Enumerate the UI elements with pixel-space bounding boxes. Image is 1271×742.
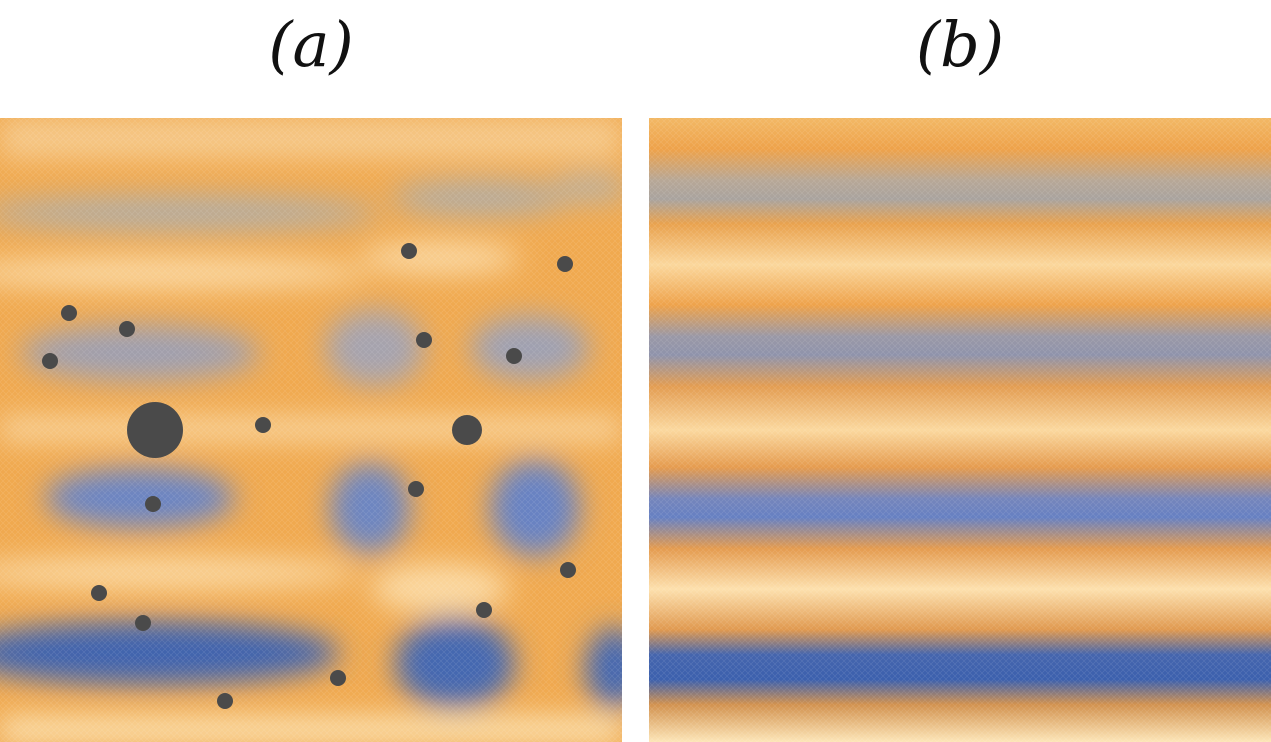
panel-a-field bbox=[0, 118, 622, 742]
small-particle bbox=[476, 602, 492, 618]
small-particle bbox=[42, 353, 58, 369]
small-particle bbox=[145, 496, 161, 512]
panel-a-heatmap bbox=[0, 118, 622, 742]
panel-a-label: (a) bbox=[268, 8, 354, 81]
small-particle bbox=[401, 243, 417, 259]
small-particle bbox=[217, 693, 233, 709]
small-particle bbox=[557, 256, 573, 272]
small-particle bbox=[61, 305, 77, 321]
small-particle bbox=[560, 562, 576, 578]
small-particle bbox=[416, 332, 432, 348]
small-particle bbox=[506, 348, 522, 364]
panel-b-field bbox=[649, 118, 1271, 742]
small-particle bbox=[330, 670, 346, 686]
panel-b-heatmap bbox=[649, 118, 1271, 742]
panel-a-particles bbox=[42, 243, 576, 709]
small-particle bbox=[255, 417, 271, 433]
large-particle bbox=[127, 402, 183, 458]
panel-b-label: (b) bbox=[915, 8, 1005, 81]
small-particle bbox=[135, 615, 151, 631]
small-particle bbox=[408, 481, 424, 497]
large-particle bbox=[452, 415, 482, 445]
small-particle bbox=[119, 321, 135, 337]
small-particle bbox=[91, 585, 107, 601]
